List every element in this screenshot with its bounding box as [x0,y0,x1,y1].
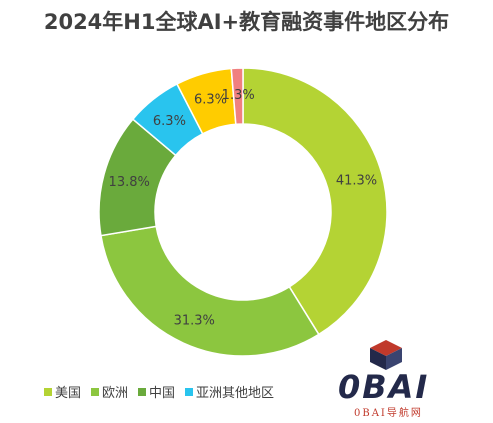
watermark-logo: 0BAI 0BAI导航网 [328,338,448,419]
legend-item-china: 中国 [138,382,175,401]
legend-swatch-china [138,387,147,396]
slice-label-4: 6.3% [194,93,227,108]
legend-swatch-usa [44,387,52,396]
legend-item-europe: 欧洲 [91,382,128,401]
legend-label-europe: 欧洲 [102,386,129,401]
slice-label-3: 6.3% [153,114,186,129]
slice-label-2: 13.8% [109,175,150,190]
slice-label-0: 41.3% [336,174,377,189]
donut-slice-0 [242,67,388,336]
slice-label-1: 31.3% [174,313,215,328]
legend-swatch-europe [91,387,100,396]
cube-logo-icon [370,340,402,370]
chart-legend: 美国 欧洲 中国 亚洲其他地区 [44,382,274,401]
legend-swatch-other-asia [185,387,194,396]
legend-item-other-asia: 亚洲其他地区 [185,382,274,401]
legend-label-china: 中国 [149,386,176,401]
legend-label-usa: 美国 [55,386,82,401]
legend-label-other-asia: 亚洲其他地区 [196,386,275,401]
legend-item-usa: 美国 [44,382,81,401]
watermark-brand: 0BAI [338,368,430,406]
slice-label-5: 1.3% [222,88,255,103]
watermark-subtitle: 0BAI导航网 [354,408,423,419]
chart-title: 2024年H1全球AI+教育融资事件地区分布 [43,10,450,34]
donut-slice-5 [230,67,244,126]
donut-slice-1 [100,225,320,357]
